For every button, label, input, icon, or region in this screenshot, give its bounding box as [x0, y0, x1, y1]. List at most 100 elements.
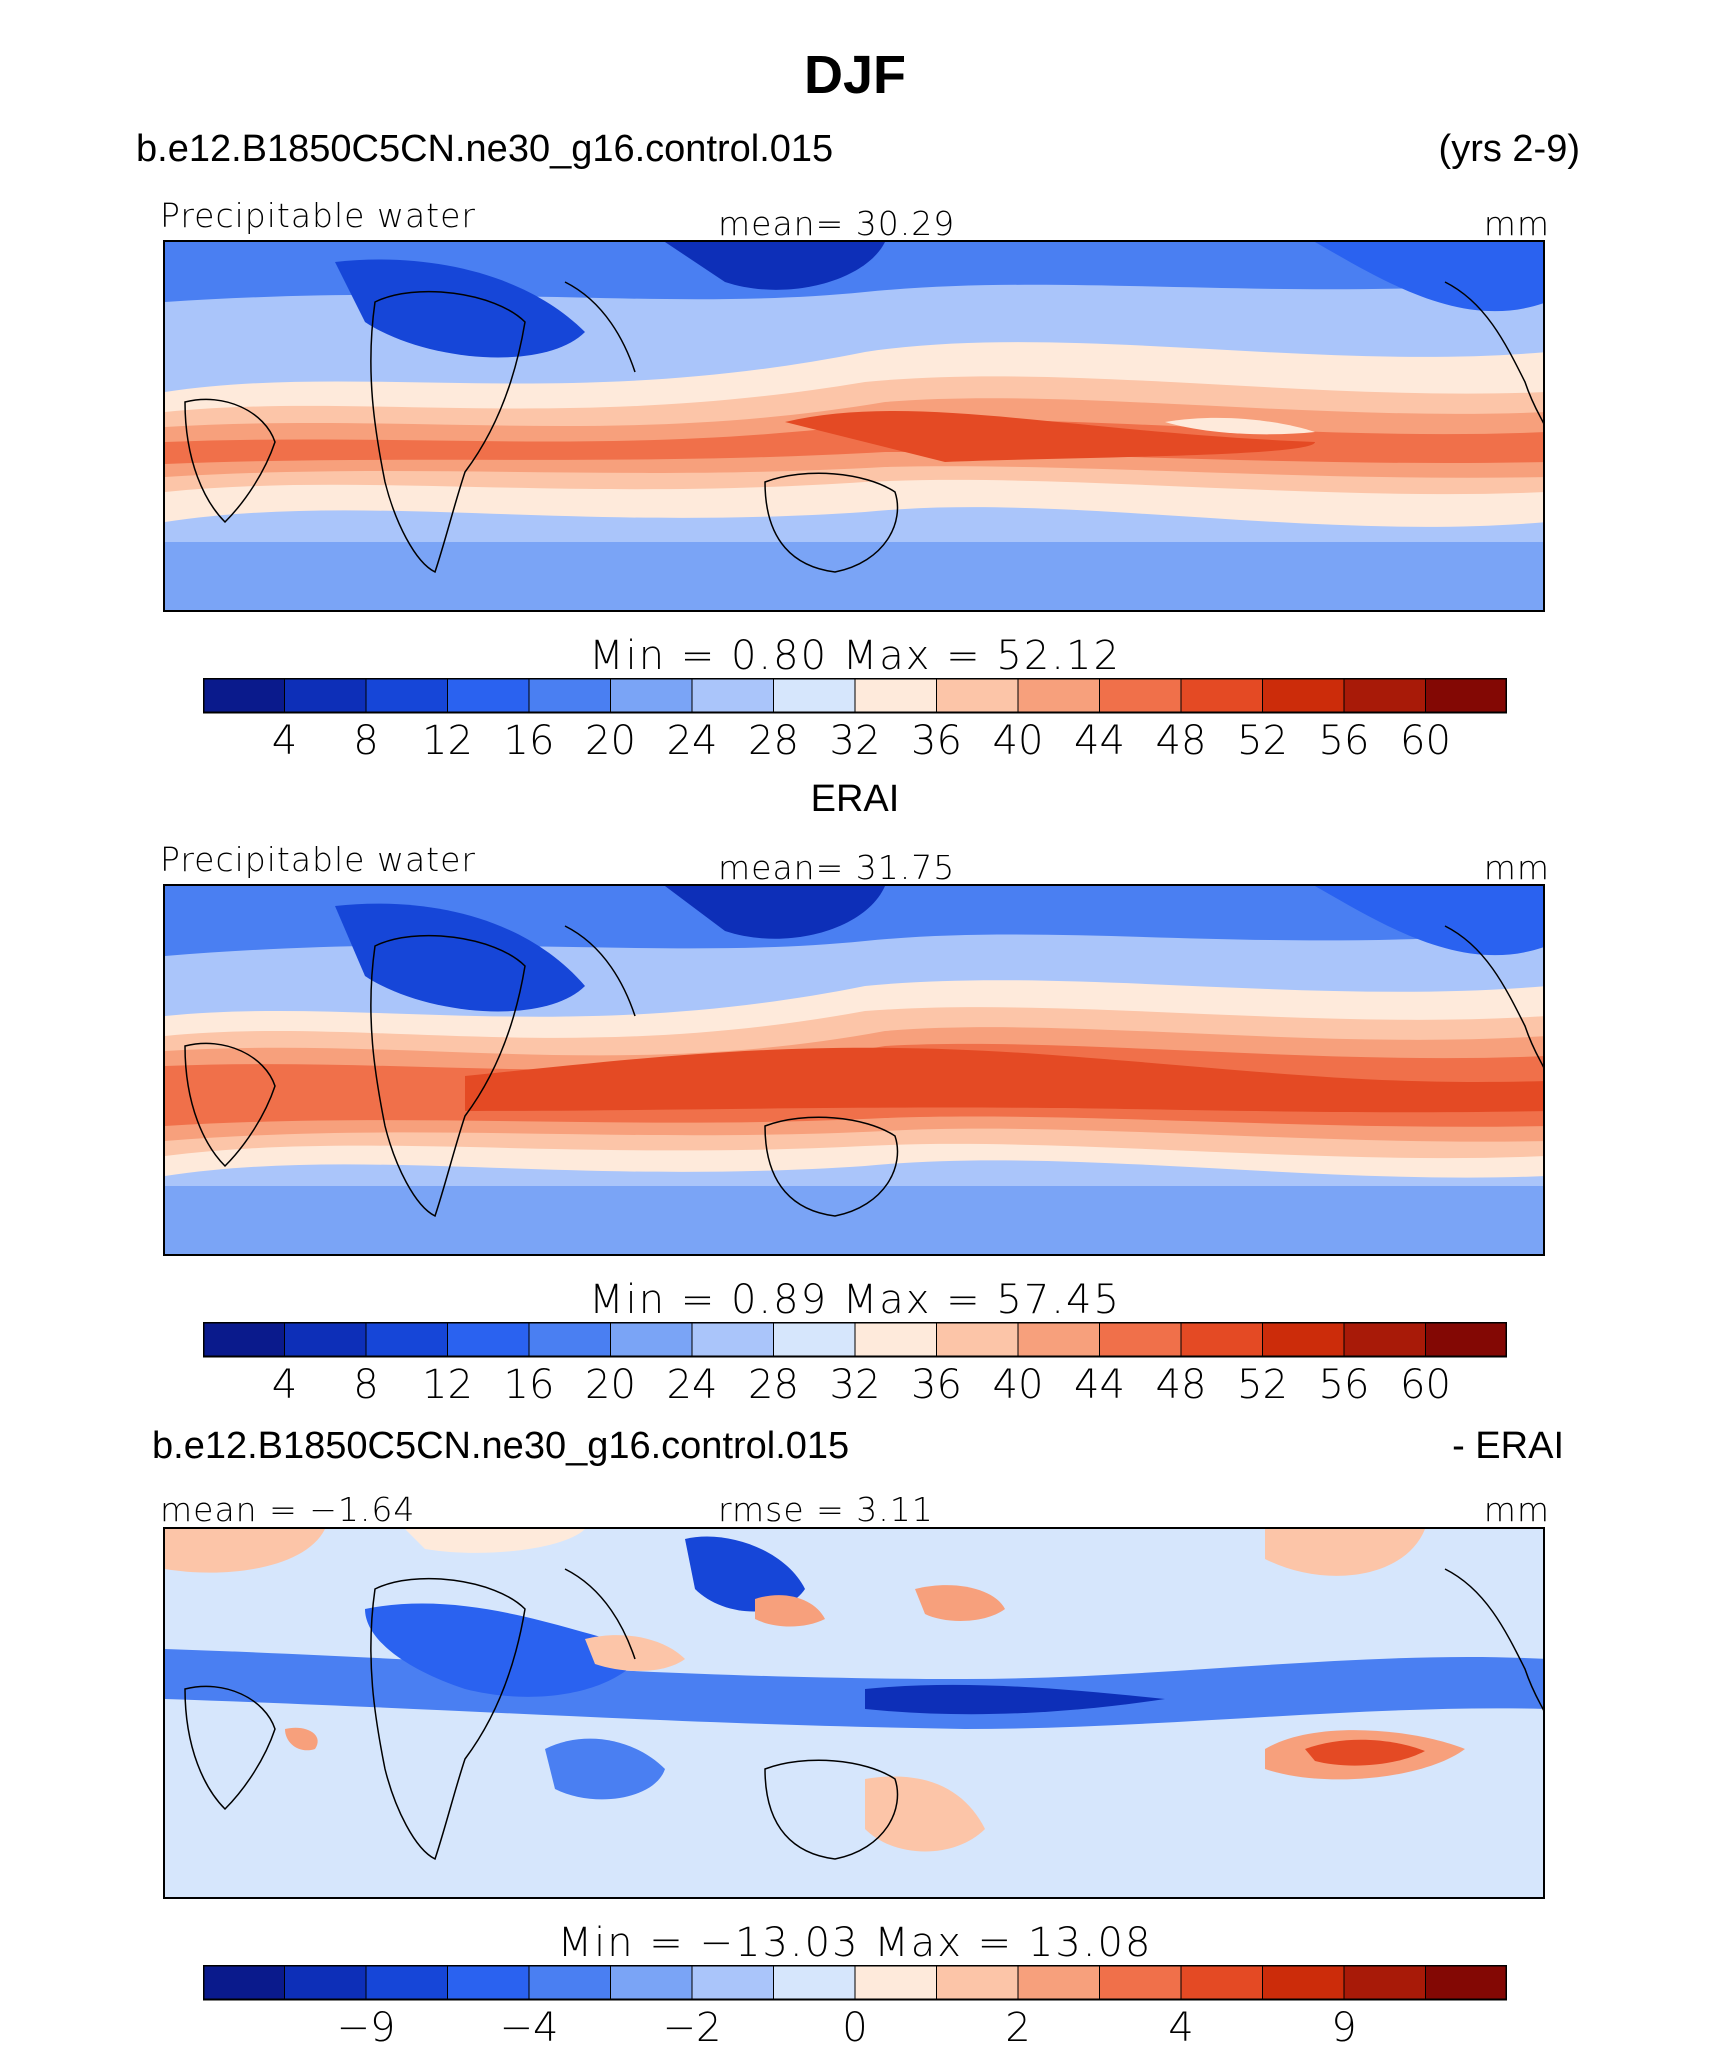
colorbar-tick-label: 52	[1237, 1362, 1288, 1408]
colorbar-swatch	[447, 1322, 530, 1357]
colorbar-tick-label: −2	[663, 2005, 722, 2051]
colorbar-swatch	[203, 678, 286, 713]
colorbar-tick-label: 48	[1156, 718, 1207, 764]
panel3-rmse-label: rmse = 3.11	[718, 1490, 934, 1529]
colorbar-tick-label: 20	[585, 1362, 636, 1408]
colorbar-swatch	[773, 678, 856, 713]
colorbar-swatch	[447, 1965, 530, 2000]
colorbar-swatch	[936, 1965, 1019, 2000]
colorbar-tick-label: 52	[1237, 718, 1288, 764]
colorbar-tick-label: 9	[1331, 2005, 1356, 2051]
colorbar-tick-label: 4	[1168, 2005, 1193, 2051]
colorbar-swatch	[365, 678, 449, 713]
colorbar-swatch	[691, 1965, 775, 2000]
colorbar-swatch	[1343, 1965, 1427, 2000]
panel1-units-label: mm	[1483, 204, 1550, 243]
colorbar-swatch	[1180, 1322, 1264, 1357]
colorbar-swatch	[447, 678, 530, 713]
colorbar-tick-label: 40	[993, 718, 1044, 764]
colorbar-swatch	[365, 1322, 449, 1357]
colorbar-tick-label: 28	[748, 718, 799, 764]
panel1-header-right: (yrs 2-9)	[1438, 128, 1580, 170]
colorbar-swatch	[1017, 1322, 1101, 1357]
colorbar-swatch	[610, 678, 693, 713]
panel2-colorbar: 4 8 12 16 20 24 28 32 36 40 44 48 52 56 60	[203, 1322, 1507, 1408]
panel3-colorbar: −9 −4 −2 0 2 4 9	[203, 1965, 1507, 2051]
panel3-units-label: mm	[1483, 1490, 1550, 1529]
panel1-mean-label: mean= 30.29	[718, 204, 956, 243]
colorbar-tick-label: 56	[1319, 718, 1370, 764]
colorbar-tick-label: 16	[504, 718, 555, 764]
colorbar-tick-label: 32	[830, 1362, 881, 1408]
colorbar-tick-label: 56	[1319, 1362, 1370, 1408]
colorbar-swatch	[1099, 1322, 1182, 1357]
colorbar-swatch	[691, 678, 775, 713]
colorbar-swatch	[936, 678, 1019, 713]
figure-title: DJF	[803, 45, 906, 105]
colorbar-tick-label: 8	[353, 1362, 378, 1408]
colorbar-tick-label: 44	[1074, 718, 1125, 764]
colorbar-swatch	[528, 1322, 612, 1357]
colorbar-outline	[203, 678, 1507, 714]
colorbar-tick-label: 36	[911, 1362, 962, 1408]
colorbar-swatch	[691, 1322, 775, 1357]
colorbar-swatch	[203, 1965, 286, 2000]
colorbar-swatch	[1262, 678, 1345, 713]
colorbar-tick-label: 60	[1400, 1362, 1451, 1408]
panel3-header-right: - ERAI	[1452, 1425, 1564, 1467]
panel3-map	[163, 1527, 1545, 1899]
panel1-minmax: Min = 0.80 Max = 52.12	[589, 633, 1121, 679]
colorbar-swatch	[610, 1965, 693, 2000]
panel1-header-left: b.e12.B1850C5CN.ne30_g16.control.015	[136, 128, 834, 170]
panel3-mean-label: mean = −1.64	[160, 1490, 416, 1529]
colorbar-tick-label: 24	[667, 1362, 718, 1408]
panel2-header-center: ERAI	[810, 778, 900, 820]
colorbar-swatch	[1343, 1322, 1427, 1357]
colorbar-swatch	[1017, 678, 1101, 713]
colorbar-swatch	[1262, 1965, 1345, 2000]
panel2-minmax: Min = 0.89 Max = 57.45	[589, 1277, 1121, 1323]
panel1-colorbar: 4 8 12 16 20 24 28 32 36 40 44 48 52 56 60	[203, 678, 1507, 764]
colorbar-swatch	[1180, 678, 1264, 713]
colorbar-swatch	[528, 1965, 612, 2000]
colorbar-swatch	[1343, 678, 1427, 713]
colorbar-tick-label: −4	[500, 2005, 559, 2051]
colorbar-tick-label: 12	[422, 718, 473, 764]
colorbar-swatch	[1017, 1965, 1101, 2000]
colorbar-tick-label: 40	[993, 1362, 1044, 1408]
colorbar-swatch	[854, 1965, 938, 2000]
panel1-map	[163, 240, 1545, 612]
panel2-variable-label: Precipitable water	[160, 840, 476, 879]
colorbar-swatch	[284, 1965, 367, 2000]
colorbar-swatch	[610, 1322, 693, 1357]
colorbar-swatch	[284, 678, 367, 713]
panel2-units-label: mm	[1483, 848, 1550, 887]
colorbar-tick-label: 2	[1005, 2005, 1030, 2051]
panel2-mean-label: mean= 31.75	[718, 848, 956, 887]
colorbar-tick-label: 20	[585, 718, 636, 764]
colorbar-outline	[203, 1965, 1507, 2001]
colorbar-tick-label: 32	[830, 718, 881, 764]
colorbar-swatch	[1180, 1965, 1264, 2000]
colorbar-swatch	[773, 1322, 856, 1357]
colorbar-tick-label: 12	[422, 1362, 473, 1408]
colorbar-swatch	[854, 1322, 938, 1357]
colorbar-swatch	[1262, 1322, 1345, 1357]
colorbar-swatch	[773, 1965, 856, 2000]
colorbar-swatch	[854, 678, 938, 713]
colorbar-tick-label: 16	[504, 1362, 555, 1408]
colorbar-tick-label: 4	[272, 1362, 297, 1408]
colorbar-swatch	[1099, 1965, 1182, 2000]
colorbar-swatch	[1425, 678, 1507, 713]
colorbar-tick-label: 48	[1156, 1362, 1207, 1408]
colorbar-tick-label: 28	[748, 1362, 799, 1408]
colorbar-swatch	[365, 1965, 449, 2000]
colorbar-swatch	[936, 1322, 1019, 1357]
colorbar-swatch	[203, 1322, 286, 1357]
panel2-map	[163, 884, 1545, 1256]
colorbar-tick-label: 0	[842, 2005, 867, 2051]
colorbar-swatch	[1099, 678, 1182, 713]
panel1-variable-label: Precipitable water	[160, 196, 476, 235]
colorbar-swatch	[528, 678, 612, 713]
panel3-minmax: Min = −13.03 Max = 13.08	[557, 1920, 1153, 1966]
